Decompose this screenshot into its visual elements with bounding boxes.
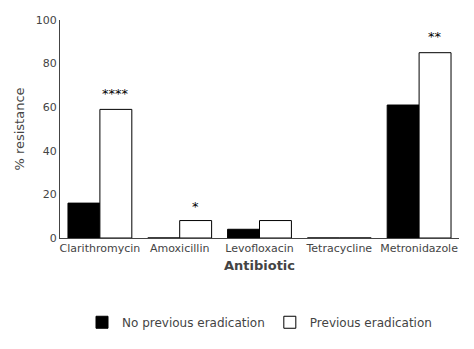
svg-text:Amoxicillin: Amoxicillin	[150, 242, 209, 255]
svg-text:80: 80	[43, 57, 57, 70]
svg-text:% resistance: % resistance	[12, 87, 27, 170]
svg-text:Metronidazole: Metronidazole	[380, 242, 458, 255]
svg-text:40: 40	[43, 145, 57, 158]
svg-text:No previous eradication: No previous eradication	[122, 316, 265, 330]
svg-text:100: 100	[36, 14, 57, 27]
svg-text:**: **	[428, 29, 442, 44]
svg-text:20: 20	[43, 188, 57, 201]
svg-text:60: 60	[43, 101, 57, 114]
svg-text:*: *	[192, 199, 199, 214]
svg-text:Tetracycline: Tetracycline	[305, 242, 372, 255]
svg-text:****: ****	[102, 86, 129, 101]
svg-text:Clarithromycin: Clarithromycin	[60, 242, 141, 255]
svg-text:Antibiotic: Antibiotic	[224, 258, 295, 273]
svg-text:Levofloxacin: Levofloxacin	[225, 242, 294, 255]
svg-text:Previous eradication: Previous eradication	[310, 316, 432, 330]
svg-text:0: 0	[50, 232, 57, 245]
